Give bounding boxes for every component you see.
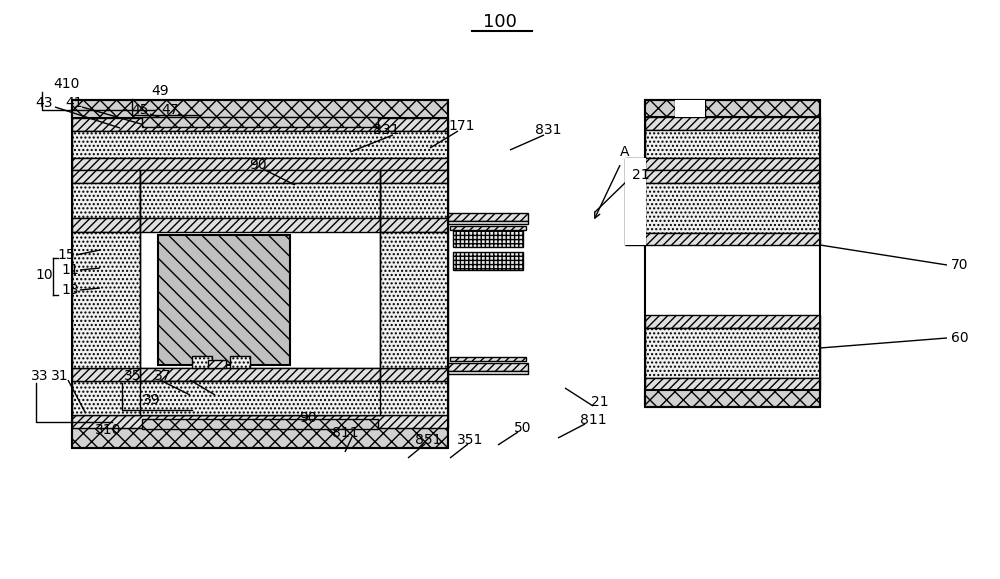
Bar xyxy=(645,117,820,130)
Text: 90: 90 xyxy=(299,411,317,425)
Text: 37: 37 xyxy=(154,369,172,383)
Text: 11: 11 xyxy=(61,263,79,277)
Bar xyxy=(140,218,380,232)
Bar xyxy=(645,315,820,328)
Bar xyxy=(140,170,380,368)
Bar xyxy=(72,218,140,232)
Text: 35: 35 xyxy=(124,369,142,383)
Text: 15: 15 xyxy=(57,248,75,262)
Bar xyxy=(448,213,528,221)
Bar xyxy=(645,378,820,390)
Bar xyxy=(448,371,528,374)
Text: 21: 21 xyxy=(591,395,609,409)
Bar xyxy=(380,183,448,218)
Text: 100: 100 xyxy=(483,13,517,31)
Bar xyxy=(142,419,378,429)
Bar xyxy=(625,158,646,245)
Bar xyxy=(645,245,820,315)
Bar xyxy=(645,130,820,158)
Bar xyxy=(140,183,380,218)
Bar xyxy=(72,118,448,131)
Bar xyxy=(142,117,378,127)
Bar xyxy=(645,100,820,117)
Bar xyxy=(448,221,528,224)
Bar xyxy=(380,232,448,368)
Bar xyxy=(72,368,448,381)
Bar xyxy=(208,360,226,368)
Text: 31: 31 xyxy=(51,369,69,383)
Bar xyxy=(72,170,140,183)
Bar xyxy=(453,252,523,270)
Text: 41: 41 xyxy=(65,96,83,110)
Bar xyxy=(72,381,448,415)
Text: 45: 45 xyxy=(131,103,149,117)
Bar xyxy=(72,183,140,218)
Text: 851: 851 xyxy=(415,433,441,447)
Text: 811: 811 xyxy=(580,413,606,427)
Bar xyxy=(72,100,448,118)
Text: 60: 60 xyxy=(951,331,969,345)
Text: 39: 39 xyxy=(143,393,161,407)
Bar xyxy=(230,356,250,368)
Bar xyxy=(140,381,380,415)
Bar xyxy=(675,100,705,117)
Text: 47: 47 xyxy=(161,103,179,117)
Text: 811: 811 xyxy=(332,426,358,440)
Bar xyxy=(192,356,212,368)
Bar xyxy=(645,328,820,378)
Text: 410: 410 xyxy=(54,77,80,91)
Bar xyxy=(645,158,820,170)
Text: 13: 13 xyxy=(61,283,79,297)
Text: 33: 33 xyxy=(31,369,49,383)
Bar xyxy=(140,170,380,183)
Bar xyxy=(72,158,448,170)
Bar xyxy=(448,363,528,371)
Bar xyxy=(72,131,448,158)
Bar xyxy=(72,428,448,448)
Bar xyxy=(450,357,526,361)
Text: 50: 50 xyxy=(514,421,532,435)
Bar xyxy=(450,226,526,230)
Bar xyxy=(140,368,380,381)
Text: 831: 831 xyxy=(373,123,399,137)
Bar xyxy=(380,170,448,183)
Bar xyxy=(645,233,820,245)
Bar xyxy=(645,170,820,183)
Bar xyxy=(158,235,290,365)
Bar xyxy=(72,232,140,368)
Text: 90: 90 xyxy=(249,158,267,172)
Bar xyxy=(645,390,820,407)
Text: 171: 171 xyxy=(449,119,475,133)
Bar xyxy=(72,415,448,428)
Bar xyxy=(645,183,820,233)
Text: A: A xyxy=(620,145,630,159)
Text: 43: 43 xyxy=(35,96,53,110)
Text: 310: 310 xyxy=(95,423,121,437)
Text: 351: 351 xyxy=(457,433,483,447)
Text: 49: 49 xyxy=(151,84,169,98)
Text: 831: 831 xyxy=(535,123,561,137)
Text: 10: 10 xyxy=(35,268,53,282)
Bar xyxy=(453,229,523,247)
Text: 70: 70 xyxy=(951,258,969,272)
Text: 21: 21 xyxy=(632,168,650,182)
Bar xyxy=(380,218,448,232)
